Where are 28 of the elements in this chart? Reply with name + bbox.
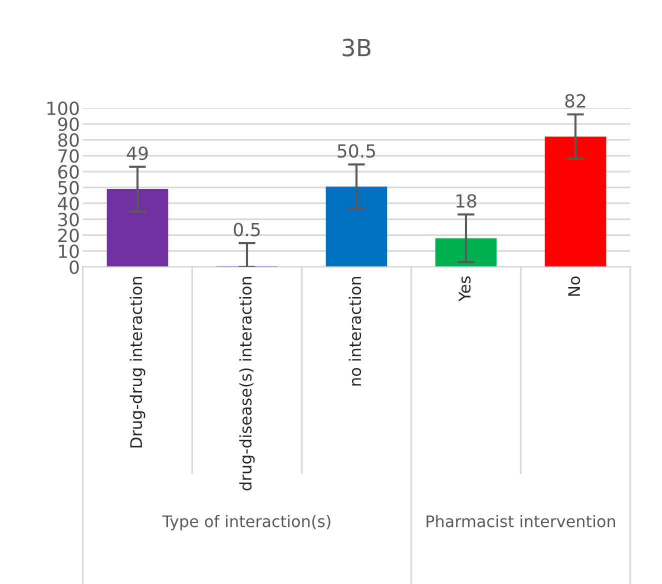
y-tick-label: 40 <box>58 196 79 210</box>
y-tick-label: 50 <box>58 180 79 195</box>
y-tick-label: 90 <box>58 117 79 132</box>
data-label: 50.5 <box>338 144 376 158</box>
data-label: 0.5 <box>234 222 260 236</box>
y-tick-label: 70 <box>58 149 79 163</box>
bar <box>106 189 168 267</box>
x-tick-label: no interaction <box>348 277 362 386</box>
data-label: 18 <box>456 194 476 208</box>
text: Type of interaction(s) <box>162 514 330 530</box>
y-tick-label: 30 <box>58 212 79 226</box>
x-tick-label: No <box>568 276 580 296</box>
bar <box>435 238 497 267</box>
y-tick-label: 80 <box>58 133 79 147</box>
x-tick-label: Yes <box>458 276 471 302</box>
y-tick-label: 10 <box>58 244 79 258</box>
y-tick-label: 20 <box>58 228 79 242</box>
y-tick-label: 60 <box>58 165 79 179</box>
y-tick-label: 0 <box>70 260 79 274</box>
chart-title: 3B <box>342 38 370 56</box>
data-label: 49 <box>126 146 148 160</box>
x-tick-label: Drug-drug interaction <box>130 277 146 448</box>
x-tick-label: drug-disease(s) interaction <box>239 277 255 490</box>
bar <box>326 186 388 267</box>
text: Pharmacist intervention <box>426 514 616 528</box>
data-label: 82 <box>565 94 586 108</box>
bar <box>544 136 606 267</box>
y-tick-label: 100 <box>47 102 79 116</box>
